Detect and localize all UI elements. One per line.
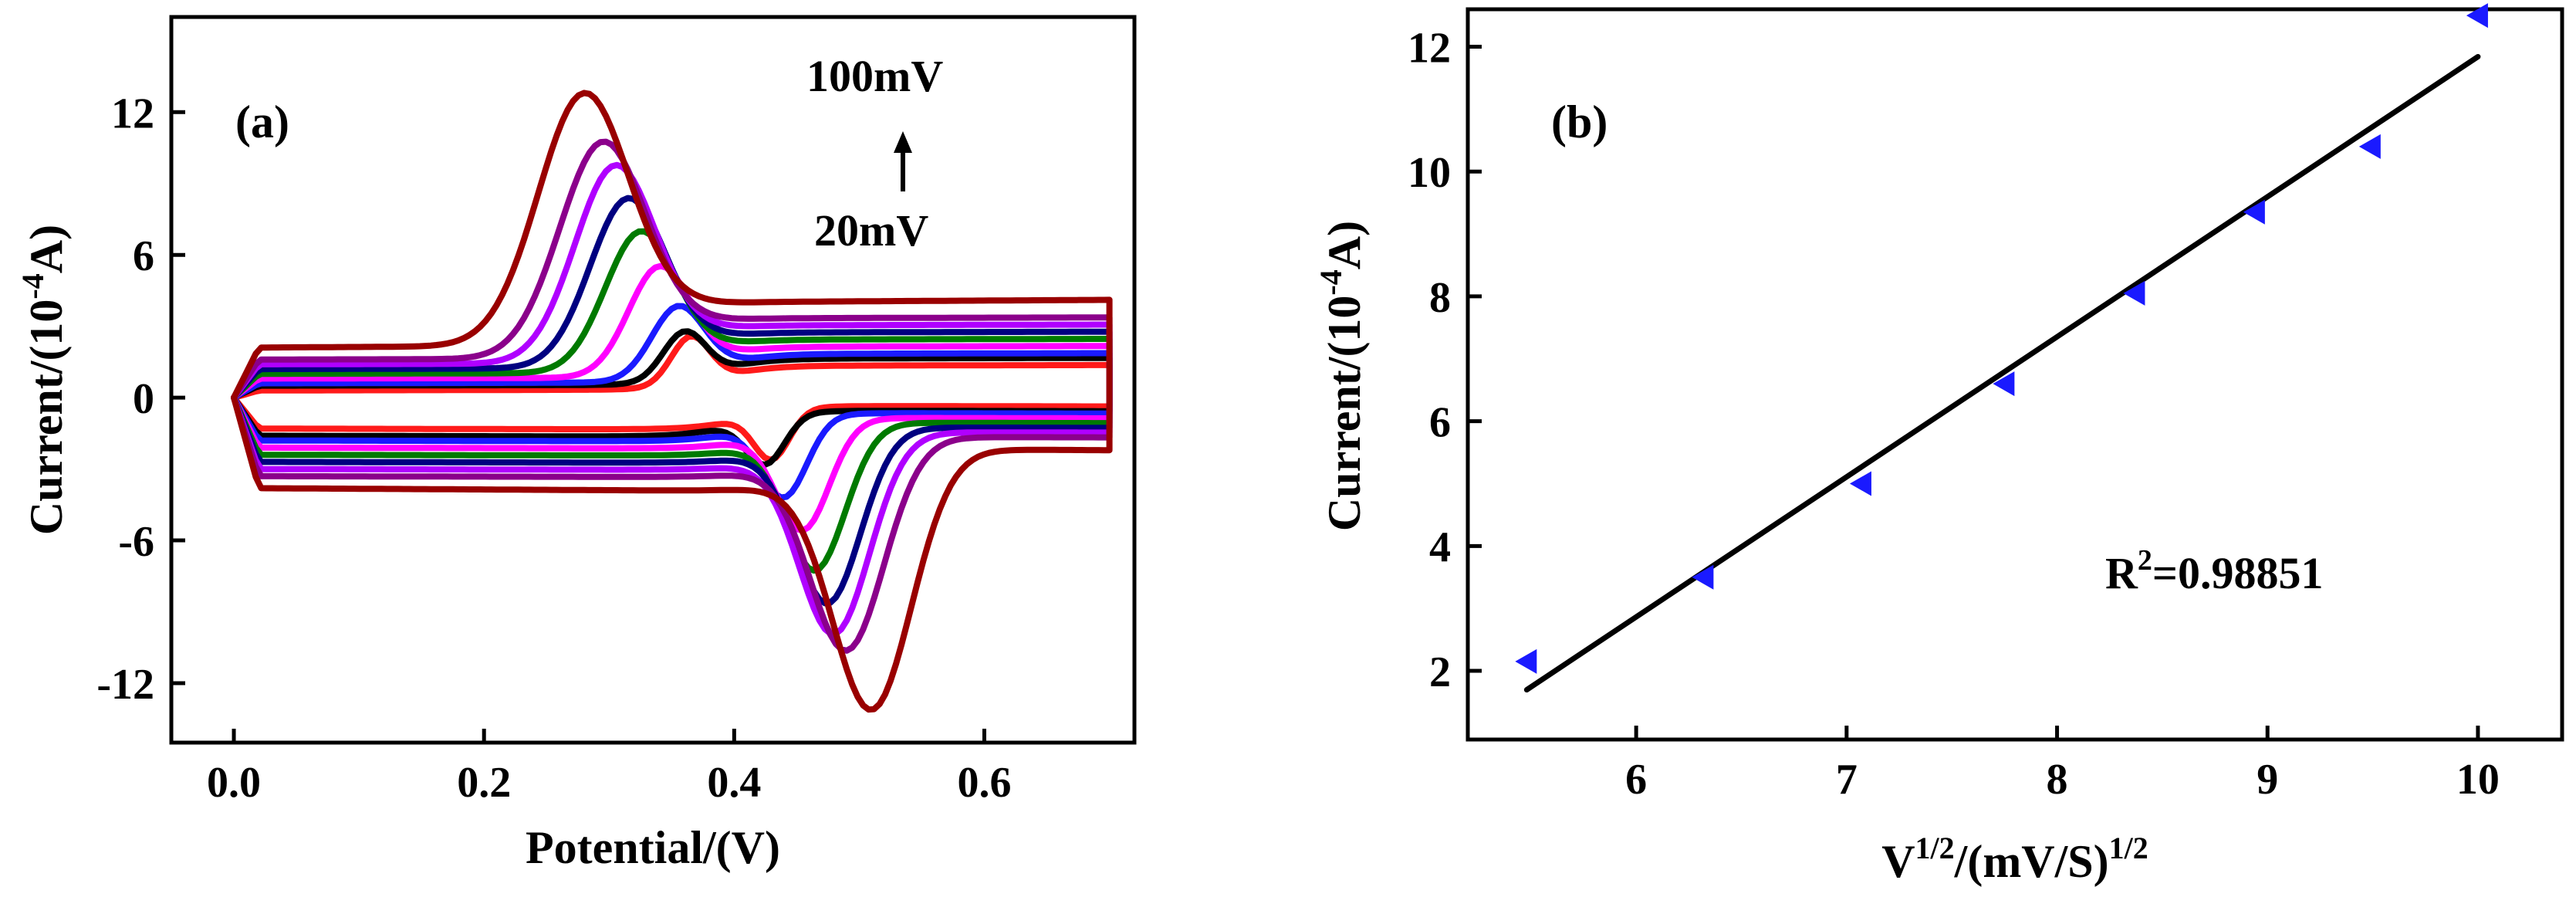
- cv-x-tick-label: 0.6: [958, 759, 1012, 807]
- peak-panel-label: (b): [1551, 96, 1607, 147]
- peak-y-tick-label: 10: [1408, 149, 1451, 197]
- cv-y-tick-label: 0: [133, 375, 154, 423]
- cv-curve-70mV: [231, 195, 1113, 607]
- cv-x-axis-label: Potential/(V): [526, 822, 780, 873]
- peak-y-tick-label: 12: [1408, 25, 1451, 73]
- data-point-marker: [1692, 564, 1714, 590]
- data-point-marker: [2243, 199, 2265, 225]
- cv-curve-90mV: [231, 138, 1113, 654]
- peak-x-tick-label: 10: [2456, 756, 2500, 804]
- data-point-marker: [1993, 371, 2015, 397]
- data-point-marker: [2123, 280, 2145, 306]
- scan-rate-arrow-icon: [894, 131, 912, 191]
- peak-plot-frame: [1465, 7, 2564, 742]
- cv-y-axis-label-prefix: Current/(10: [21, 300, 72, 536]
- cv-panel-label: (a): [235, 96, 289, 147]
- peak-y-tick-label: 2: [1429, 648, 1451, 696]
- linear-fit-line: [1523, 53, 2481, 693]
- data-point-marker: [2466, 3, 2488, 29]
- peak-x-label-exp2: 1/2: [2109, 831, 2148, 865]
- data-point-marker: [1515, 648, 1537, 674]
- cv-x-tick-label: 0.4: [707, 759, 761, 807]
- peak-x-label-exp1: 1/2: [1915, 831, 1955, 865]
- peak-x-label-middle: /(mV/S): [1954, 836, 2109, 887]
- peak-y-axis-label: Current/(10-4A): [1313, 221, 1370, 531]
- peak-x-axis-label: V1/2/(mV/S)1/2: [1881, 831, 2148, 887]
- peak-y-tick-label: 8: [1429, 274, 1451, 322]
- peak-x-tick-label: 6: [1625, 756, 1647, 804]
- peak-x-tick-label: 7: [1836, 756, 1858, 804]
- cv-y-axis-label: Current/(10-4A): [15, 225, 72, 535]
- cv-y-axis-label-suffix: A): [21, 225, 72, 273]
- cv-curve-80mV: [231, 161, 1113, 637]
- cv-ticks: 0.0 0.2 0.4 0.6 -12 -6 0 6 12: [96, 90, 1011, 807]
- peak-y-tick-label: 4: [1429, 523, 1451, 571]
- cv-y-tick-label: 6: [133, 232, 154, 280]
- cv-y-tick-label: -12: [96, 661, 154, 709]
- data-points: [1515, 3, 2488, 674]
- cv-curve-100mV: [231, 90, 1113, 713]
- peak-y-axis-label-prefix: Current/(10: [1319, 296, 1370, 532]
- cv-curve-60mV: [231, 228, 1113, 574]
- cv-x-tick-label: 0.0: [207, 759, 261, 807]
- r-squared-base: R: [2105, 548, 2138, 598]
- data-point-marker: [1849, 471, 1871, 496]
- cv-y-tick-label: -6: [118, 518, 154, 566]
- data-point-marker: [2358, 134, 2381, 159]
- peak-x-tick-label: 8: [2047, 756, 2068, 804]
- r-squared-annotation: R2=0.98851: [2105, 544, 2323, 598]
- cv-y-tick-label: 12: [111, 90, 154, 137]
- peak-y-tick-label: 6: [1429, 399, 1451, 447]
- cv-curves: [231, 90, 1113, 713]
- scan-rate-top-label: 100mV: [806, 51, 943, 101]
- scan-rate-bottom-label: 20mV: [814, 205, 928, 256]
- cv-x-tick-label: 0.2: [457, 759, 511, 807]
- peak-y-axis-label-exponent: -4: [1313, 269, 1348, 295]
- cv-panel: 0.0 0.2 0.4 0.6 -12 -6 0 6 12 (a) 100mV 20mV Pot…: [15, 15, 1137, 873]
- cv-plot-frame: [169, 15, 1137, 745]
- r-squared-value: =0.98851: [2152, 548, 2324, 598]
- cv-y-axis-label-exponent: -4: [15, 273, 50, 299]
- peak-y-axis-label-suffix: A): [1319, 221, 1370, 269]
- peak-x-tick-label: 9: [2257, 756, 2278, 804]
- peak-x-label-base: V: [1881, 836, 1915, 887]
- peak-ticks: 6 7 8 9 10 2 4 6 8 10 12: [1408, 25, 2500, 804]
- fit-line-group: [1523, 53, 2481, 693]
- r-squared-exponent: 2: [2138, 544, 2152, 577]
